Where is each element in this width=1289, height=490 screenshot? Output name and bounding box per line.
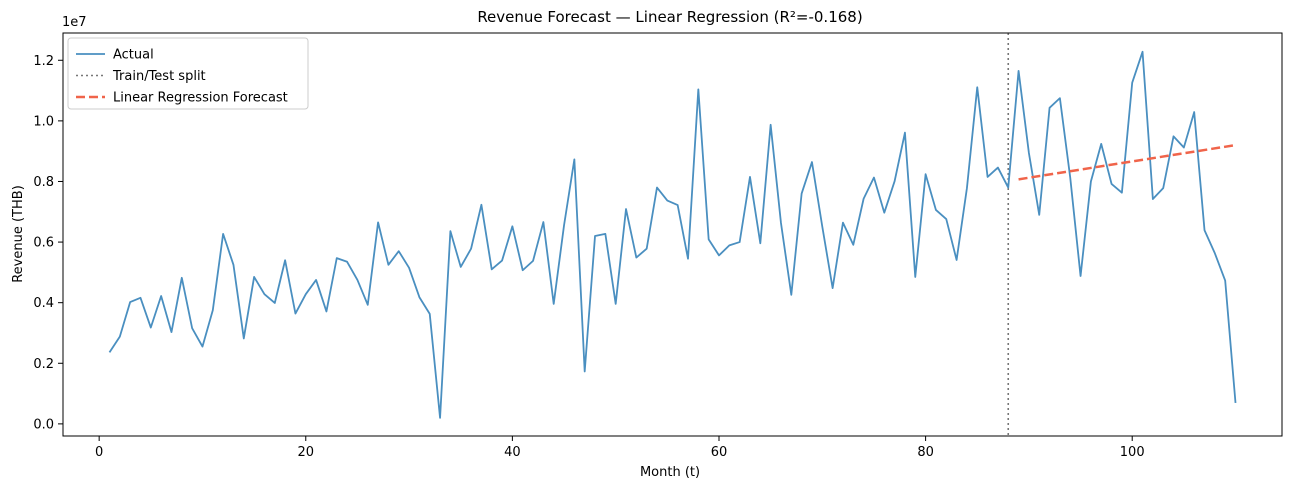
y-tick-label-4: 0.8 (33, 175, 54, 190)
plot-frame (62, 32, 1283, 437)
legend-label-2: Linear Regression Forecast (113, 91, 288, 106)
x-tick-label-1: 20 (297, 445, 314, 460)
legend-label-1: Train/Test split (112, 69, 206, 84)
x-tick-label-4: 80 (917, 445, 934, 460)
y-tick-label-5: 1.0 (33, 114, 54, 129)
y-tick-label-3: 0.6 (33, 236, 54, 251)
y-axis-title: Revenue (THB) (11, 185, 26, 283)
x-tick-label-2: 40 (504, 445, 521, 460)
plot-area (108, 33, 1237, 436)
chart-title: Revenue Forecast — Linear Regression (R²… (477, 8, 862, 26)
series-line-0 (108, 50, 1237, 419)
axes: 0 20 40 60 80 100 0.0 0.2 0.4 0.6 0.8 1.0 1.2 (33, 32, 1283, 460)
y-axis-scale-label: 1e7 (62, 15, 87, 30)
y-tick-label-6: 1.2 (33, 54, 54, 69)
x-tick-label-5: 100 (1120, 445, 1145, 460)
legend: Actual Train/Test split Linear Regression … (67, 37, 309, 110)
y-tick-label-1: 0.2 (33, 357, 54, 372)
legend-box (67, 37, 309, 110)
y-tick-label-2: 0.4 (33, 296, 54, 311)
x-axis-title: Month (t) (640, 465, 700, 480)
x-tick-label-0: 0 (95, 445, 103, 460)
y-tick-label-0: 0.0 (33, 417, 54, 432)
series-line-1 (1018, 143, 1236, 181)
legend-label-0: Actual (113, 48, 154, 63)
x-tick-label-3: 60 (711, 445, 728, 460)
